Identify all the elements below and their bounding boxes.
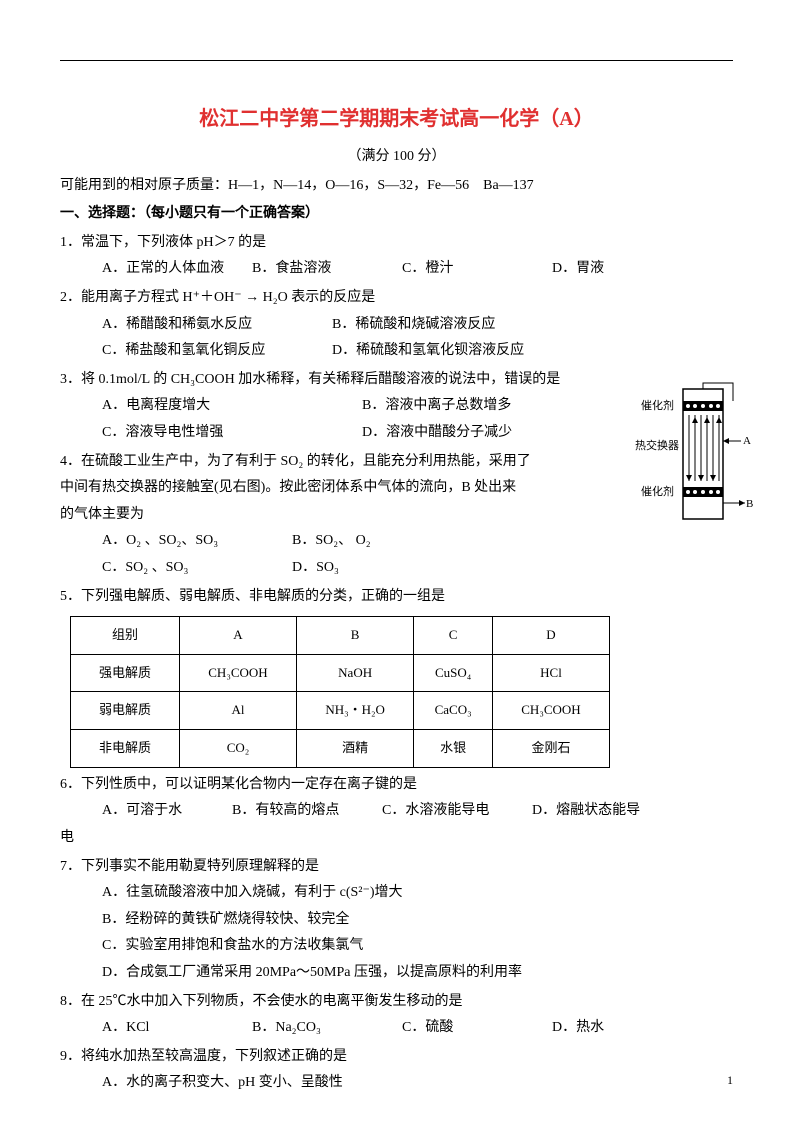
q5-h2: B — [296, 617, 413, 655]
q1-stem: 1．常温下，下列液体 pH＞7 的是 — [60, 230, 733, 257]
question-1: 1．常温下，下列液体 pH＞7 的是 A．正常的人体血液 B．食盐溶液 C．橙汁… — [60, 230, 733, 283]
table-row: 非电解质 CO₂ 酒精 水银 金刚石 — [71, 730, 610, 768]
label-catalyst-bot: 催化剂 — [641, 484, 674, 498]
label-b: B — [746, 498, 753, 510]
q6-tail: 电 — [60, 825, 733, 852]
q9-opt-a: A．水的离子积变大、pH 变小、呈酸性 — [60, 1070, 733, 1097]
question-2: 2．能用离子方程式 H⁺＋OH⁻ → H₂O 表示的反应是 A．稀醋酸和稀氨水反… — [60, 285, 733, 365]
table-row: 强电解质 CH₃COOH NaOH CuSO₄ HCl — [71, 654, 610, 692]
q1-opt-a: A．正常的人体血液 — [102, 256, 252, 283]
q5-r2c2: 酒精 — [296, 730, 413, 768]
q5-r1c2: NH₃・H₂O — [296, 692, 413, 730]
q4-stem-b: 中间有热交换器的接触室(见右图)。按此密闭体系中气体的流向，B 处出来 — [60, 475, 623, 502]
q7-opt-b: B．经粉碎的黄铁矿燃烧得较快、较完全 — [60, 907, 733, 934]
page-number: 1 — [727, 1069, 733, 1092]
q3-opt-c: C．溶液导电性增强 — [102, 420, 362, 447]
q2-opt-d: D．稀硫酸和氢氧化钡溶液反应 — [332, 338, 562, 365]
reactor-diagram: 催化剂 热交换器 催化剂 A B — [633, 381, 753, 531]
q5-h1: A — [180, 617, 297, 655]
q1-opt-c: C．橙汁 — [402, 256, 552, 283]
q5-r1c4: CH₃COOH — [492, 692, 609, 730]
q3-opt-a: A．电离程度增大 — [102, 393, 362, 420]
q4-opt-c: C．SO₂ 、SO₃ — [102, 555, 292, 582]
question-8: 8．在 25℃水中加入下列物质，不会使水的电离平衡发生移动的是 A．KCl B．… — [60, 989, 733, 1042]
question-9: 9．将纯水加热至较高温度，下列叙述正确的是 A．水的离子积变大、pH 变小、呈酸… — [60, 1044, 733, 1097]
q4-opt-a: A．O₂ 、SO₂、SO₃ — [102, 528, 292, 555]
q2-opt-b: B．稀硫酸和烧碱溶液反应 — [332, 312, 562, 339]
question-6: 6．下列性质中，可以证明某化合物内一定存在离子键的是 A．可溶于水 B．有较高的… — [60, 772, 733, 852]
q6-stem: 6．下列性质中，可以证明某化合物内一定存在离子键的是 — [60, 772, 733, 799]
q8-opt-c: C．硫酸 — [402, 1015, 552, 1042]
question-4: 4．在硫酸工业生产中，为了有利于 SO₂ 的转化，且能充分利用热能，采用了 中间… — [60, 449, 733, 582]
label-catalyst-top: 催化剂 — [641, 398, 674, 412]
atomic-mass-line: 可能用到的相对原子质量：H—1，N—14，O—16，S—32，Fe—56 Ba—… — [60, 173, 733, 200]
q9-stem: 9．将纯水加热至较高温度，下列叙述正确的是 — [60, 1044, 733, 1071]
q5-h3: C — [414, 617, 493, 655]
q6-opt-a: A．可溶于水 — [102, 798, 232, 825]
question-7: 7．下列事实不能用勒夏特列原理解释的是 A．往氢硫酸溶液中加入烧碱，有利于 c(… — [60, 854, 733, 987]
q2-opt-c: C．稀盐酸和氢氧化铜反应 — [102, 338, 332, 365]
q2-opt-a: A．稀醋酸和稀氨水反应 — [102, 312, 332, 339]
q3-opt-b: B．溶液中离子总数增多 — [362, 393, 511, 420]
question-5: 5．下列强电解质、弱电解质、非电解质的分类，正确的一组是 组别 A B C D … — [60, 584, 733, 768]
table-row: 弱电解质 Al NH₃・H₂O CaCO₃ CH₃COOH — [71, 692, 610, 730]
q8-opt-b: B．Na₂CO₃ — [252, 1015, 402, 1042]
q8-opt-a: A．KCl — [102, 1015, 252, 1042]
q4-stem-a: 4．在硫酸工业生产中，为了有利于 SO₂ 的转化，且能充分利用热能，采用了 — [60, 449, 623, 476]
q1-opt-b: B．食盐溶液 — [252, 256, 402, 283]
q5-r0c2: NaOH — [296, 654, 413, 692]
page-title: 松江二中学第二学期期末考试高一化学（A） — [60, 100, 733, 138]
q7-opt-c: C．实验室用排饱和食盐水的方法收集氯气 — [60, 933, 733, 960]
q5-r2c1: CO₂ — [180, 730, 297, 768]
q5-r2c3: 水银 — [414, 730, 493, 768]
q7-opt-d: D．合成氨工厂通常采用 20MPa～50MPa 压强，以提高原料的利用率 — [60, 960, 733, 987]
q5-r0c1: CH₃COOH — [180, 654, 297, 692]
q4-opt-b: B．SO₂、 O₂ — [292, 528, 422, 555]
q7-opt-a: A．往氢硫酸溶液中加入烧碱，有利于 c(S²⁻)增大 — [60, 880, 733, 907]
q8-opt-d: D．热水 — [552, 1015, 702, 1042]
q3-opt-d: D．溶液中醋酸分子减少 — [362, 420, 512, 447]
q6-opt-d: D．熔融状态能导 — [532, 798, 662, 825]
q7-stem: 7．下列事实不能用勒夏特列原理解释的是 — [60, 854, 733, 881]
q5-r1c3: CaCO₃ — [414, 692, 493, 730]
q5-r1c1: Al — [180, 692, 297, 730]
q5-r1c0: 弱电解质 — [71, 692, 180, 730]
q6-opt-b: B．有较高的熔点 — [232, 798, 382, 825]
q5-h0: 组别 — [71, 617, 180, 655]
section-1-heading: 一、选择题：（每小题只有一个正确答案） — [60, 201, 733, 228]
q5-r0c3: CuSO₄ — [414, 654, 493, 692]
q5-r0c0: 强电解质 — [71, 654, 180, 692]
q5-r0c4: HCl — [492, 654, 609, 692]
q6-opt-c: C．水溶液能导电 — [382, 798, 532, 825]
q4-stem-c: 的气体主要为 — [60, 502, 623, 529]
q5-r2c0: 非电解质 — [71, 730, 180, 768]
q5-stem: 5．下列强电解质、弱电解质、非电解质的分类，正确的一组是 — [60, 584, 733, 611]
decorative-rule — [60, 60, 733, 61]
subtitle: （满分 100 分） — [60, 144, 733, 171]
q8-stem: 8．在 25℃水中加入下列物质，不会使水的电离平衡发生移动的是 — [60, 989, 733, 1016]
q5-table: 组别 A B C D 强电解质 CH₃COOH NaOH CuSO₄ HCl 弱… — [70, 616, 610, 768]
label-a: A — [743, 435, 751, 447]
q1-opt-d: D．胃液 — [552, 256, 702, 283]
q5-r2c4: 金刚石 — [492, 730, 609, 768]
q2-stem: 2．能用离子方程式 H⁺＋OH⁻ → H₂O 表示的反应是 — [60, 285, 733, 312]
label-heat-exchanger: 热交换器 — [635, 438, 679, 452]
q5-h4: D — [492, 617, 609, 655]
q4-opt-d: D．SO₃ — [292, 555, 422, 582]
table-row: 组别 A B C D — [71, 617, 610, 655]
